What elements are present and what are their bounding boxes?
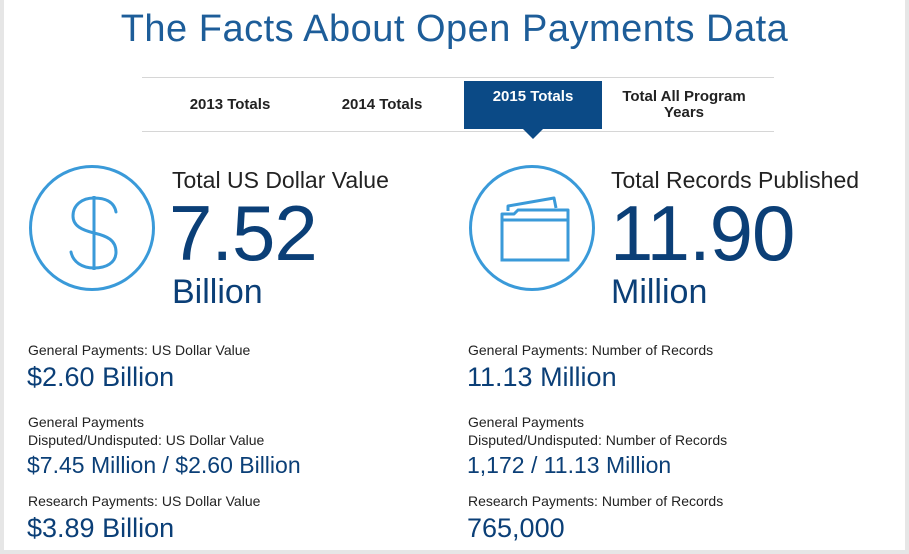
research-payments-records-value: 765,000 — [467, 513, 565, 543]
total-dollar-value: 7.52 — [169, 189, 318, 277]
general-payments-dollar-label: General Payments: US Dollar Value — [28, 342, 251, 358]
tab-2014-totals[interactable]: 2014 Totals — [341, 96, 423, 113]
disputed-records-value: 1,172 / 11.13 Million — [467, 452, 672, 478]
research-payments-dollar-label: Research Payments: US Dollar Value — [28, 493, 261, 509]
folder-icon — [469, 165, 595, 291]
disputed-records-label-line2: Disputed/Undisputed: Number of Records — [468, 432, 728, 448]
total-records-unit: Million — [611, 273, 708, 311]
general-payments-records-label: General Payments: Number of Records — [468, 342, 714, 358]
research-payments-dollar-value: $3.89 Billion — [27, 513, 175, 543]
tab-2015-totals[interactable]: 2015 Totals — [464, 81, 602, 139]
research-payments-records-label: Research Payments: Number of Records — [468, 493, 724, 509]
disputed-dollar-label-line1: General Payments — [28, 414, 144, 430]
year-tabs: 2013 Totals 2014 Totals 2015 Totals Tota… — [142, 77, 774, 139]
disputed-records-label-line1: General Payments — [468, 414, 584, 430]
general-payments-records-value: 11.13 Million — [467, 362, 617, 392]
dollar-icon — [29, 165, 155, 291]
total-dollar-label: Total US Dollar Value — [172, 167, 389, 193]
general-payments-dollar-value: $2.60 Billion — [27, 362, 175, 392]
total-dollar-unit: Billion — [172, 273, 263, 311]
tab-total-all-program-years[interactable]: Total All Program Years — [622, 88, 746, 121]
page-title: The Facts About Open Payments Data — [120, 8, 789, 50]
total-records-label: Total Records Published — [611, 167, 860, 193]
disputed-dollar-value: $7.45 Million / $2.60 Billion — [27, 452, 301, 478]
disputed-dollar-label-line2: Disputed/Undisputed: US Dollar Value — [28, 432, 265, 448]
tab-2013-totals[interactable]: 2013 Totals — [189, 96, 271, 113]
total-records-value: 11.90 — [610, 189, 795, 277]
